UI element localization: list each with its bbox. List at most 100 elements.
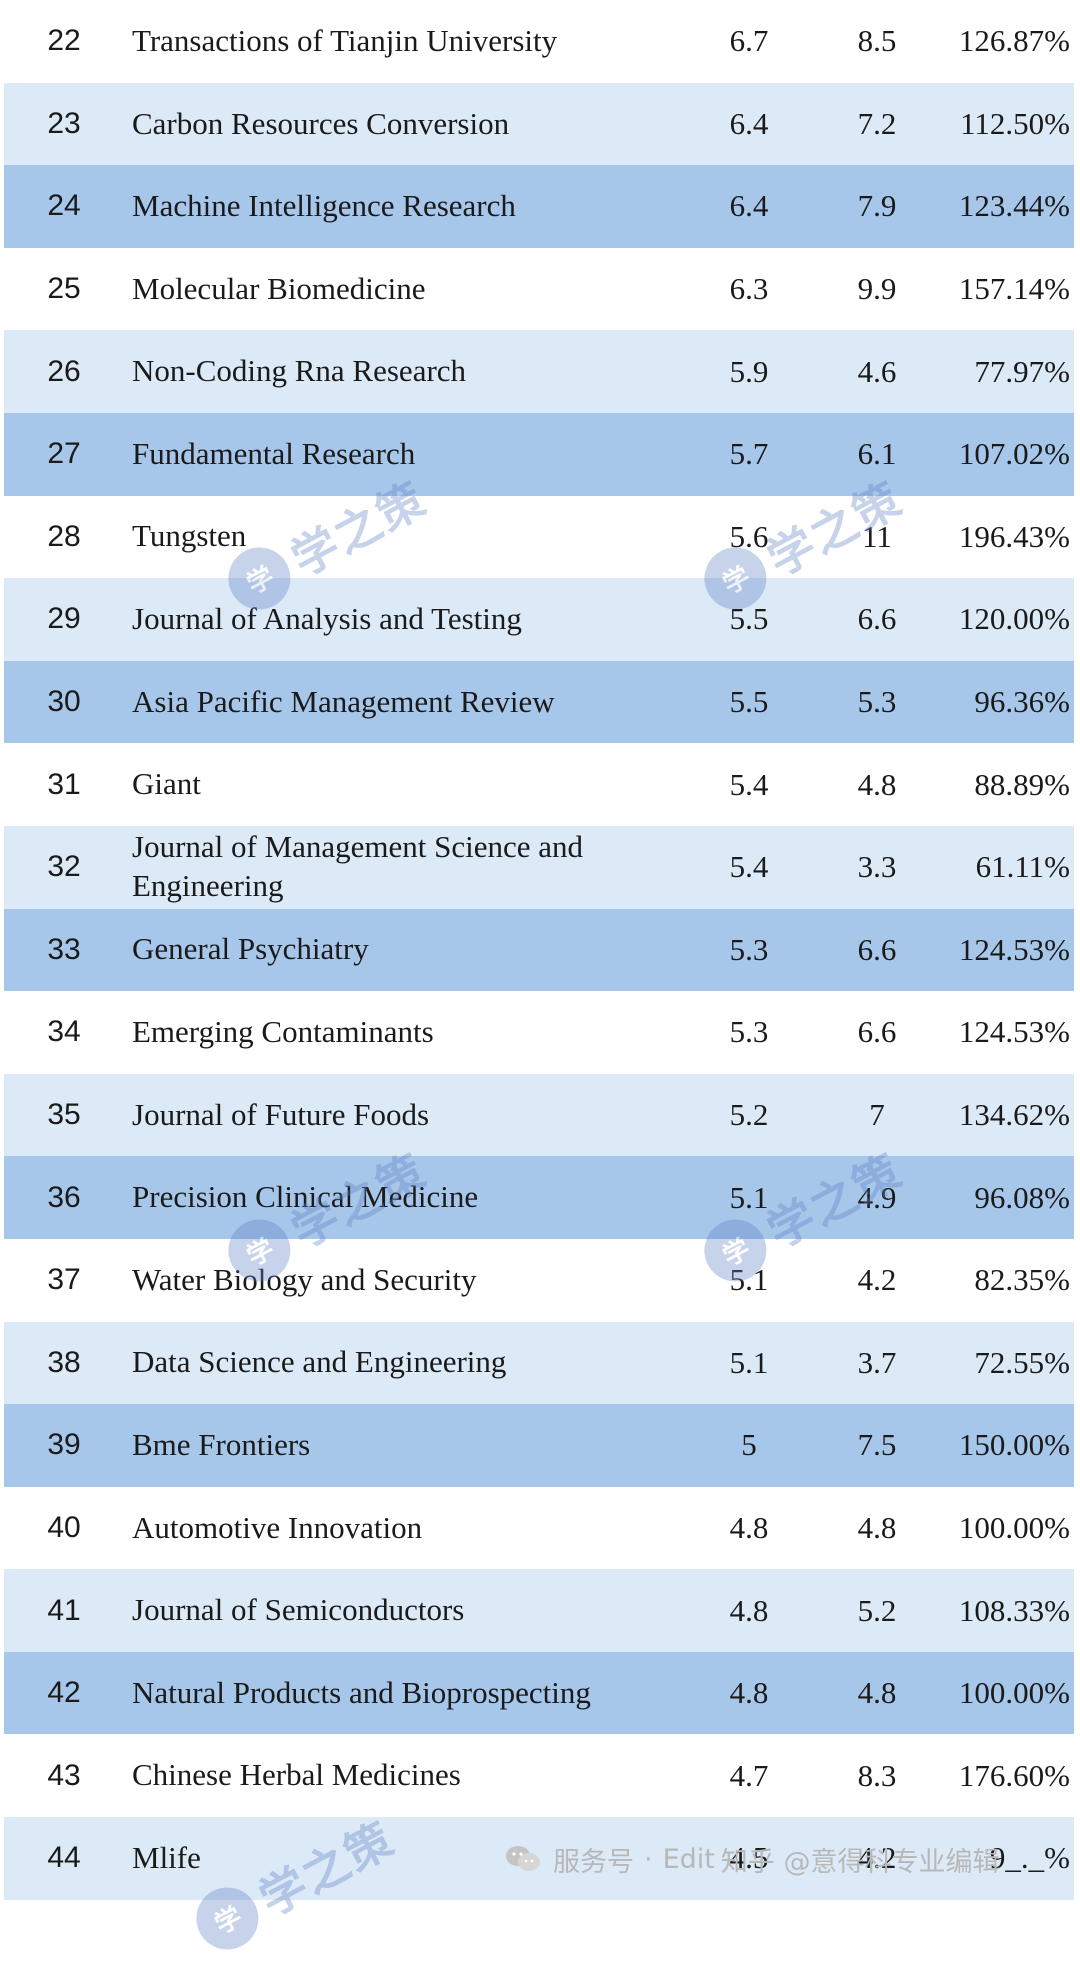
value-2-cell: 6.1 [857, 436, 897, 472]
rank-cell: 27 [47, 437, 81, 471]
value-1-cell: 5.5 [729, 684, 769, 720]
value-2-cell: 6.6 [857, 931, 897, 967]
percent-cell: 112.50% [960, 105, 1070, 141]
journal-name-cell: Automotive Innovation [132, 1509, 423, 1545]
wechat-icon [505, 1845, 541, 1873]
footer-caption: 服务号 · Edit 知乎 @意得科专业编辑 [505, 1836, 1065, 1882]
value-2-cell: 8.5 [857, 23, 897, 59]
value-1-cell: 4.8 [729, 1509, 769, 1545]
percent-cell: 196.43% [958, 518, 1070, 554]
rank-cell: 30 [47, 685, 81, 719]
journal-name-cell: Machine Intelligence Research [132, 188, 516, 224]
journal-name-cell: Chinese Herbal Medicines [132, 1757, 461, 1793]
footer-separator: · [644, 1843, 653, 1875]
value-1-cell: 5.3 [729, 931, 769, 967]
value-2-cell: 4.8 [857, 1509, 897, 1545]
percent-cell: 72.55% [974, 1344, 1070, 1380]
table-row: 31 Giant 5.4 4.8 88.89% [4, 743, 1074, 826]
value-2-cell: 4.8 [857, 1675, 897, 1711]
journal-name-cell: Precision Clinical Medicine [132, 1179, 479, 1215]
value-1-cell: 6.4 [729, 105, 769, 141]
value-2-cell: 4.9 [857, 1179, 897, 1215]
rank-cell: 43 [47, 1758, 81, 1792]
footer-zhihu-label: 知乎 @意得科专业编辑 [720, 1846, 1000, 1878]
value-2-cell: 6.6 [857, 601, 897, 637]
percent-cell: 150.00% [958, 1427, 1070, 1463]
table-row: 39 Bme Frontiers 5 7.5 150.00% [4, 1404, 1074, 1487]
footer-account-label: Edit [662, 1843, 715, 1875]
percent-cell: 123.44% [958, 188, 1070, 224]
value-2-cell: 3.3 [857, 849, 897, 885]
table-row: 38 Data Science and Engineering 5.1 3.7 72.5… [4, 1321, 1074, 1405]
value-2-cell: 4.6 [857, 353, 897, 389]
percent-cell: 100.00% [958, 1509, 1070, 1545]
journal-name-cell: Journal of Future Foods [132, 1096, 430, 1132]
journal-name-cell: Journal of Analysis and Testing [132, 601, 522, 637]
value-2-cell: 7.5 [857, 1427, 897, 1463]
percent-cell: 120.00% [958, 601, 1070, 637]
percent-cell: 82.35% [974, 1262, 1070, 1298]
value-2-cell: 7.9 [857, 188, 897, 224]
value-2-cell: 4.8 [857, 766, 897, 802]
table-row: 30 Asia Pacific Management Review 5.5 5.3 96… [4, 660, 1074, 744]
value-1-cell: 5.4 [729, 766, 769, 802]
value-2-cell: 8.3 [857, 1757, 897, 1793]
rank-cell: 31 [47, 767, 81, 801]
value-2-cell: 7.2 [857, 105, 897, 141]
table-row: 36 Precision Clinical Medicine 5.1 4.9 96.08… [4, 1156, 1074, 1239]
rank-cell: 32 [47, 850, 81, 884]
rank-cell: 40 [47, 1510, 81, 1544]
journal-name-cell: Mlife [132, 1839, 201, 1875]
table-row: 22 Transactions of Tianjin University 6.7 8… [4, 0, 1074, 83]
value-1-cell: 5.6 [729, 518, 769, 554]
value-1-cell: 5.9 [729, 353, 769, 389]
journal-name-cell: Journal of Management Science and Engine… [132, 829, 584, 904]
table-row: 42 Natural Products and Bioprospecting 4.8… [4, 1651, 1074, 1735]
percent-cell: 126.87% [958, 23, 1070, 59]
table-row: 26 Non-Coding Rna Research 5.9 4.6 77.97% [4, 330, 1074, 413]
rank-cell: 23 [47, 106, 81, 140]
percent-cell: 157.14% [958, 271, 1070, 307]
rank-cell: 42 [47, 1676, 81, 1710]
rank-cell: 25 [47, 272, 81, 306]
value-1-cell: 5 [741, 1427, 757, 1463]
rank-cell: 41 [47, 1593, 81, 1627]
value-1-cell: 5.5 [729, 601, 769, 637]
journal-table: 22 Transactions of Tianjin University 6.7 8… [4, 0, 1074, 1900]
journal-name-cell: Journal of Semiconductors [132, 1592, 465, 1628]
value-2-cell: 9.9 [857, 271, 897, 307]
rank-cell: 38 [47, 1345, 81, 1379]
journal-name-cell: Transactions of Tianjin University [132, 22, 558, 58]
table-row: 32 Journal of Management Science and Engi… [4, 825, 1074, 909]
rank-cell: 28 [47, 519, 81, 553]
rank-cell: 35 [47, 1098, 81, 1132]
table-row: 25 Molecular Biomedicine 6.3 9.9 157.14% [4, 247, 1074, 331]
value-1-cell: 6.7 [729, 23, 769, 59]
percent-cell: 100.00% [958, 1675, 1070, 1711]
value-2-cell: 6.6 [857, 1014, 897, 1050]
rank-cell: 33 [47, 932, 81, 966]
value-1-cell: 4.8 [729, 1675, 769, 1711]
journal-name-cell: Asia Pacific Management Review [132, 683, 555, 719]
table-row: 29 Journal of Analysis and Testing 5.5 6.6 1… [4, 578, 1074, 661]
journal-name-cell: Data Science and Engineering [132, 1344, 507, 1380]
value-1-cell: 4.7 [729, 1757, 769, 1793]
value-2-cell: 5.3 [857, 684, 897, 720]
percent-cell: 77.97% [974, 353, 1070, 389]
table-row: 33 General Psychiatry 5.3 6.6 124.53% [4, 908, 1074, 992]
rank-cell: 29 [47, 602, 81, 636]
table-row: 35 Journal of Future Foods 5.2 7 134.62% [4, 1073, 1074, 1157]
journal-name-cell: Molecular Biomedicine [132, 270, 426, 306]
table-row: 23 Carbon Resources Conversion 6.4 7.2 112.5… [4, 82, 1074, 166]
journal-name-cell: Carbon Resources Conversion [132, 105, 510, 141]
value-2-cell: 4.2 [857, 1840, 897, 1876]
rank-cell: 37 [47, 1263, 81, 1297]
table-row: 28 Tungsten 5.6 11 196.43% [4, 495, 1074, 579]
rank-cell: 44 [47, 1841, 81, 1875]
percent-cell: 124.53% [958, 931, 1070, 967]
percent-cell: 107.02% [958, 436, 1070, 472]
percent-cell: 176.60% [958, 1757, 1070, 1793]
value-1-cell: 5.1 [729, 1179, 769, 1215]
table-row: 37 Water Biology and Security 5.1 4.2 82.35% [4, 1238, 1074, 1322]
journal-name-cell: General Psychiatry [132, 931, 369, 967]
